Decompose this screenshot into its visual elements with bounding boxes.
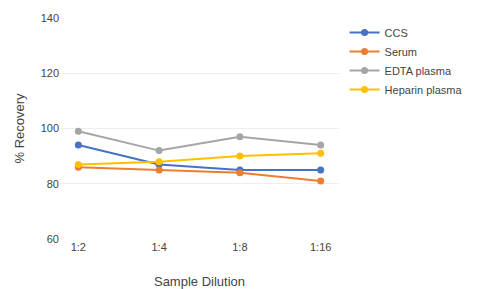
svg-text:% Recovery: % Recovery [12, 93, 27, 164]
svg-text:60: 60 [47, 233, 59, 245]
svg-text:CCS: CCS [385, 27, 408, 39]
svg-text:EDTA plasma: EDTA plasma [385, 65, 452, 77]
svg-text:1:4: 1:4 [151, 241, 166, 253]
svg-text:1:2: 1:2 [71, 241, 86, 253]
svg-text:1:8: 1:8 [232, 241, 247, 253]
svg-text:Sample Dilution: Sample Dilution [154, 274, 245, 289]
svg-text:120: 120 [41, 67, 59, 79]
svg-text:Serum: Serum [385, 46, 417, 58]
svg-text:100: 100 [41, 122, 59, 134]
svg-text:80: 80 [47, 178, 59, 190]
svg-text:Heparin plasma: Heparin plasma [385, 84, 463, 96]
svg-text:140: 140 [41, 12, 59, 24]
svg-text:1:16: 1:16 [310, 241, 331, 253]
